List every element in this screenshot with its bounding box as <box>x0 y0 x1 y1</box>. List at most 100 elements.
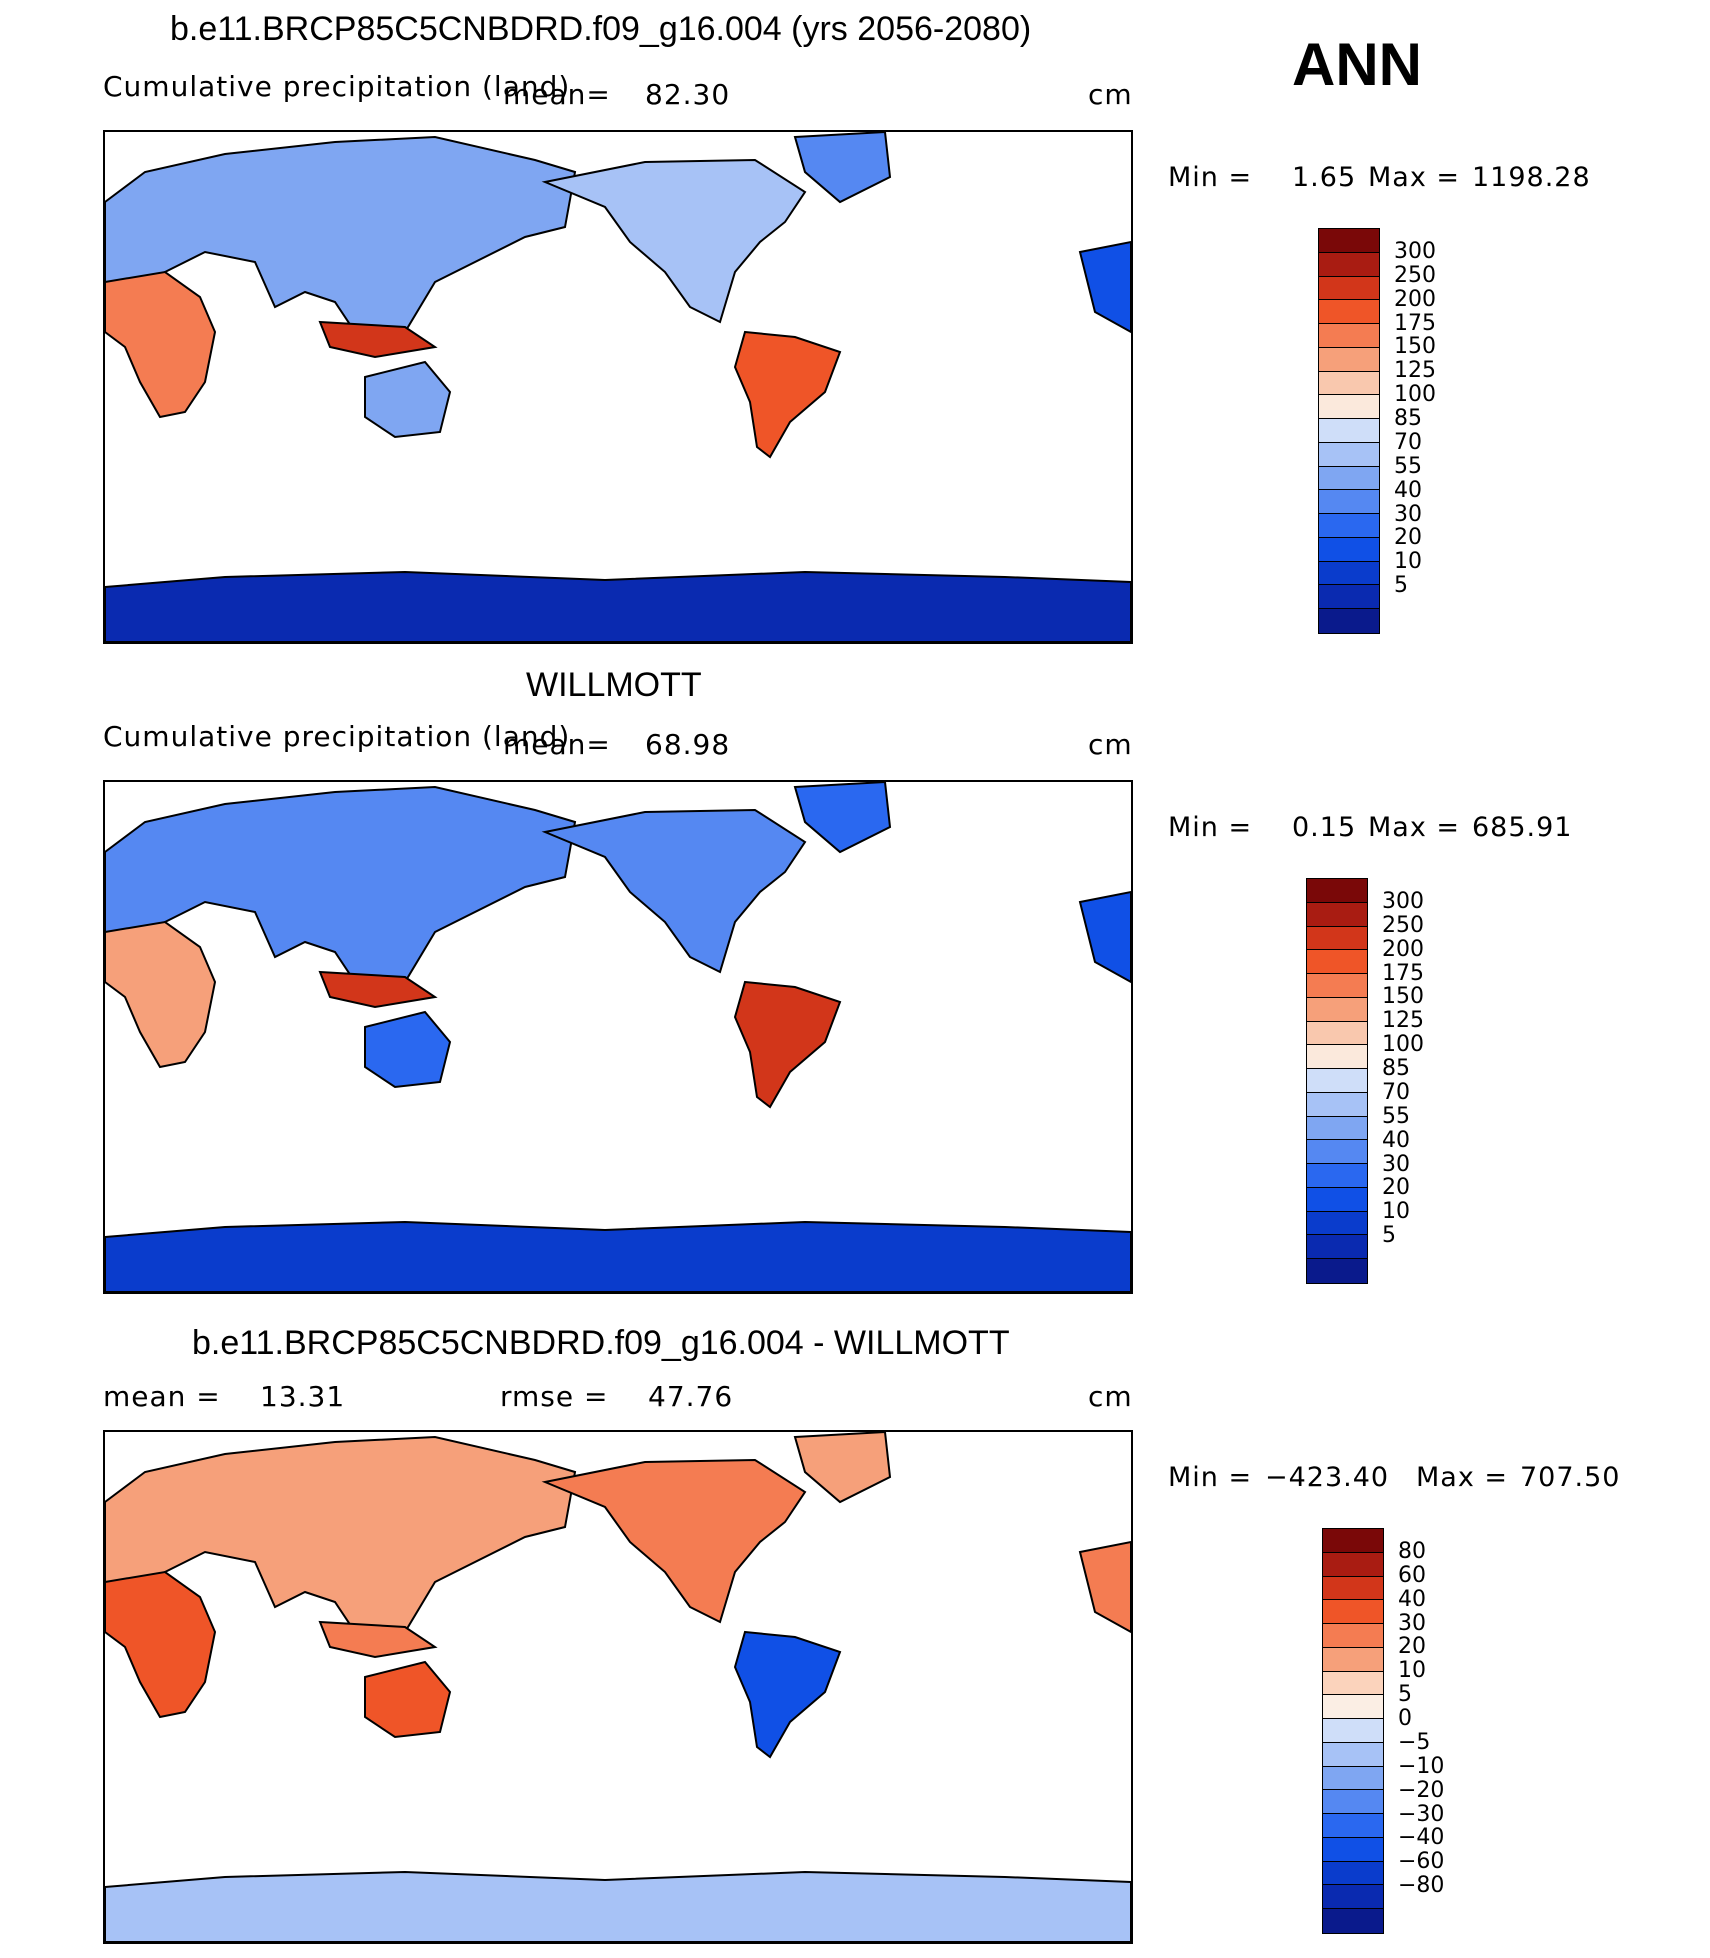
colorbar-swatch <box>1319 514 1379 538</box>
landmass-namer <box>541 808 807 974</box>
panel-3-mean-value: 13.31 <box>260 1380 346 1413</box>
panel-3-min-label: Min = <box>1168 1462 1253 1493</box>
landmass-indo <box>318 1620 438 1659</box>
panel-3-units: cm <box>1088 1380 1133 1413</box>
colorbar-tick-label: 300 <box>1382 888 1424 914</box>
panel-1-variable: Cumulative precipitation (land) <box>103 70 571 103</box>
colorbar-swatch <box>1307 1187 1367 1212</box>
colorbar-swatch <box>1323 1766 1383 1791</box>
colorbar-swatch <box>1323 1742 1383 1767</box>
colorbar-tick-label: 85 <box>1394 406 1422 432</box>
colorbar-tick-label: −5 <box>1398 1729 1431 1755</box>
colorbar-tick-label: 150 <box>1382 984 1424 1010</box>
colorbar-swatch <box>1307 902 1367 927</box>
colorbar-swatch <box>1319 252 1379 277</box>
colorbar-tick-label: 55 <box>1394 453 1422 479</box>
colorbar-swatch <box>1323 1719 1383 1743</box>
colorbar-swatch <box>1319 442 1379 467</box>
colorbar-tick-label: 10 <box>1398 1658 1426 1684</box>
colorbar-tick-label: 200 <box>1382 936 1424 962</box>
colorbar-tick-label: 125 <box>1382 1008 1424 1034</box>
panel-3-map <box>103 1430 1133 1944</box>
panel-3-rmse-label: rmse = <box>500 1380 609 1413</box>
colorbar-tick-label: 100 <box>1382 1032 1424 1058</box>
panel-2-min-label: Min = <box>1168 812 1253 843</box>
landmass-green <box>793 1432 892 1504</box>
colorbar-swatch <box>1323 1790 1383 1814</box>
colorbar-swatch <box>1307 950 1367 974</box>
colorbar-tick-label: 40 <box>1382 1127 1410 1153</box>
landmass-eafr <box>1078 1540 1131 1634</box>
colorbar-tick-label: 60 <box>1398 1562 1426 1588</box>
colorbar-tick-label: 5 <box>1394 573 1408 599</box>
panel-1-colorbar-labels: 300 250 200 175 150 125 100 85 70 55 40 30 20 10 5 <box>1394 228 1454 634</box>
colorbar-tick-label: 40 <box>1394 477 1422 503</box>
landmass-samer <box>733 980 842 1109</box>
colorbar-swatch <box>1323 1909 1383 1933</box>
colorbar-swatch <box>1323 1695 1383 1719</box>
colorbar-tick-label: 10 <box>1382 1199 1410 1225</box>
panel-2-mean-label: mean= <box>503 728 611 761</box>
landmass-indo <box>318 320 438 359</box>
colorbar-tick-label: 55 <box>1382 1103 1410 1129</box>
colorbar-swatch <box>1307 1045 1367 1069</box>
colorbar-tick-label: 125 <box>1394 358 1436 384</box>
colorbar-tick-label: 200 <box>1394 286 1436 312</box>
colorbar-swatch <box>1323 1529 1383 1553</box>
colorbar-swatch <box>1307 1164 1367 1188</box>
colorbar-tick-label: 70 <box>1382 1079 1410 1105</box>
landmass-ant <box>105 570 1131 642</box>
colorbar-tick-label: 5 <box>1382 1223 1396 1249</box>
panel-3-max-label: Max = <box>1416 1462 1509 1493</box>
landmass-ant <box>105 1220 1131 1292</box>
colorbar-tick-label: −60 <box>1398 1849 1445 1875</box>
colorbar-swatch <box>1319 490 1379 514</box>
panel-1-max-value: 1198.28 <box>1472 162 1591 193</box>
landmass-africa <box>105 1570 217 1719</box>
colorbar-swatch <box>1323 1624 1383 1648</box>
panel-1-units: cm <box>1088 78 1133 111</box>
colorbar-tick-label: 20 <box>1398 1634 1426 1660</box>
panel-3-max-value: 707.50 <box>1520 1462 1621 1493</box>
colorbar-swatch <box>1307 1235 1367 1259</box>
panel-3-rmse-value: 47.76 <box>648 1380 734 1413</box>
panel-3-colorbar <box>1322 1528 1384 1934</box>
panel-2-colorbar <box>1306 878 1368 1284</box>
panel-2-mean-value: 68.98 <box>645 728 731 761</box>
colorbar-tick-label: 175 <box>1382 960 1424 986</box>
colorbar-swatch <box>1307 1116 1367 1141</box>
colorbar-swatch <box>1307 926 1367 951</box>
colorbar-swatch <box>1323 1671 1383 1696</box>
colorbar-tick-label: 70 <box>1394 429 1422 455</box>
colorbar-tick-label: 30 <box>1398 1610 1426 1636</box>
season-label: ANN <box>1292 31 1422 98</box>
colorbar-tick-label: 300 <box>1394 238 1436 264</box>
panel-1-map <box>103 130 1133 644</box>
colorbar-tick-label: 85 <box>1382 1056 1410 1082</box>
landmass-africa <box>105 270 217 419</box>
panel-1-mean-value: 82.30 <box>645 78 731 111</box>
panel-3-mean-label: mean = <box>103 1380 221 1413</box>
colorbar-tick-label: 10 <box>1394 549 1422 575</box>
colorbar-swatch <box>1323 1552 1383 1577</box>
landmass-ant <box>105 1870 1131 1942</box>
landmass-indo <box>318 970 438 1009</box>
landmass-samer <box>733 1630 842 1759</box>
colorbar-tick-label: 40 <box>1398 1586 1426 1612</box>
colorbar-swatch <box>1319 395 1379 419</box>
colorbar-tick-label: 150 <box>1394 334 1436 360</box>
colorbar-swatch <box>1307 1140 1367 1164</box>
panel-1-min-value: 1.65 <box>1292 162 1357 193</box>
panel-1-max-label: Max = <box>1368 162 1461 193</box>
landmass-namer <box>541 1458 807 1624</box>
panel-2-variable: Cumulative precipitation (land) <box>103 720 571 753</box>
landmass-aus <box>364 1660 452 1739</box>
landmass-namer <box>541 158 807 324</box>
colorbar-swatch <box>1323 1576 1383 1601</box>
colorbar-tick-label: −20 <box>1398 1777 1445 1803</box>
colorbar-swatch <box>1323 1647 1383 1672</box>
colorbar-swatch <box>1319 371 1379 396</box>
panel-2-max-label: Max = <box>1368 812 1461 843</box>
colorbar-swatch <box>1307 1092 1367 1117</box>
colorbar-tick-label: 30 <box>1394 501 1422 527</box>
